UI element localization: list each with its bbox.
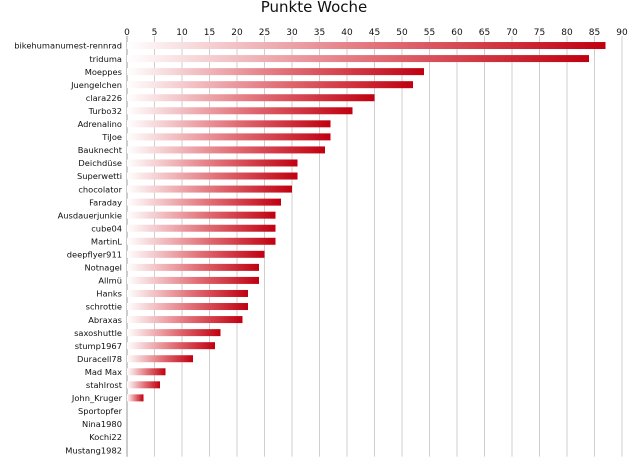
category-label: Juengelchen bbox=[70, 80, 122, 90]
category-label: Sportopfer bbox=[78, 406, 123, 416]
bar bbox=[127, 55, 589, 63]
category-label: Hanks bbox=[96, 289, 122, 299]
category-label: Faraday bbox=[89, 197, 122, 207]
x-tick-label: 45 bbox=[369, 28, 380, 38]
bar bbox=[127, 316, 243, 324]
bar bbox=[127, 185, 292, 193]
bar bbox=[127, 81, 413, 89]
bar bbox=[127, 237, 276, 245]
bar bbox=[127, 250, 265, 258]
category-label: saxoshuttle bbox=[74, 328, 122, 338]
category-label: bikehumanumest-rennrad bbox=[14, 41, 122, 51]
x-tick-label: 15 bbox=[204, 28, 215, 38]
bar bbox=[127, 42, 606, 50]
category-label: Allmü bbox=[98, 276, 122, 286]
bar bbox=[127, 224, 276, 232]
x-tick-label: 10 bbox=[176, 28, 188, 38]
category-label: stump1967 bbox=[75, 341, 122, 351]
x-tick-label: 85 bbox=[589, 28, 600, 38]
category-label: chocolator bbox=[78, 184, 122, 194]
x-tick-label: 25 bbox=[259, 28, 270, 38]
category-label: deepflyer911 bbox=[67, 250, 122, 260]
x-tick-label: 5 bbox=[152, 28, 158, 38]
bar bbox=[127, 107, 353, 115]
bar bbox=[127, 68, 424, 76]
bar bbox=[127, 342, 215, 350]
bar bbox=[127, 355, 193, 363]
x-tick-label: 50 bbox=[396, 28, 408, 38]
bar bbox=[127, 276, 259, 284]
x-tick-label: 60 bbox=[451, 28, 463, 38]
bar bbox=[127, 368, 166, 376]
x-tick-label: 35 bbox=[314, 28, 325, 38]
category-label: Notnagel bbox=[84, 263, 122, 273]
bar bbox=[127, 94, 375, 102]
chart-title: Punkte Woche bbox=[260, 0, 368, 16]
bar bbox=[127, 120, 331, 128]
category-label: Abraxas bbox=[88, 315, 122, 325]
x-tick-label: 90 bbox=[616, 28, 628, 38]
bar bbox=[127, 303, 248, 311]
category-label: schrottie bbox=[86, 302, 122, 312]
category-label: Nina1980 bbox=[82, 419, 122, 429]
bar bbox=[127, 172, 298, 180]
category-label: stahlrost bbox=[86, 380, 123, 390]
category-label: Mad Max bbox=[85, 367, 122, 377]
category-label: Kochi22 bbox=[89, 432, 122, 442]
category-label: cube04 bbox=[91, 223, 122, 233]
category-label: TiJoe bbox=[101, 132, 122, 142]
bar bbox=[127, 289, 248, 297]
bar bbox=[127, 133, 331, 141]
x-tick-label: 20 bbox=[231, 28, 243, 38]
category-label: Duracell78 bbox=[77, 354, 122, 364]
category-label: clara226 bbox=[86, 93, 122, 103]
x-tick-label: 55 bbox=[424, 28, 435, 38]
category-label: Bauknecht bbox=[78, 145, 123, 155]
x-tick-label: 0 bbox=[124, 28, 130, 38]
x-tick-label: 40 bbox=[341, 28, 353, 38]
bar bbox=[127, 146, 325, 154]
category-label: Moeppes bbox=[85, 67, 122, 77]
bar bbox=[127, 329, 221, 337]
bar bbox=[127, 381, 160, 389]
category-label: Ausdauerjunkie bbox=[58, 210, 122, 220]
category-label: Turbo32 bbox=[88, 106, 122, 116]
bar bbox=[127, 394, 144, 402]
bar bbox=[127, 198, 281, 206]
category-label: Superwetti bbox=[77, 171, 122, 181]
x-tick-label: 75 bbox=[534, 28, 545, 38]
bar bbox=[127, 211, 276, 219]
x-tick-label: 70 bbox=[506, 28, 518, 38]
bar bbox=[127, 263, 259, 271]
x-tick-label: 30 bbox=[286, 28, 298, 38]
x-tick-label: 80 bbox=[561, 28, 573, 38]
category-label: John_Kruger bbox=[71, 393, 123, 403]
category-label: MartinL bbox=[91, 236, 122, 246]
category-label: Adrenalino bbox=[78, 119, 122, 129]
category-label: Deichdüse bbox=[78, 158, 122, 168]
category-label: triduma bbox=[89, 54, 122, 64]
category-label: Mustang1982 bbox=[65, 445, 122, 455]
bar bbox=[127, 159, 298, 167]
x-tick-label: 65 bbox=[479, 28, 490, 38]
